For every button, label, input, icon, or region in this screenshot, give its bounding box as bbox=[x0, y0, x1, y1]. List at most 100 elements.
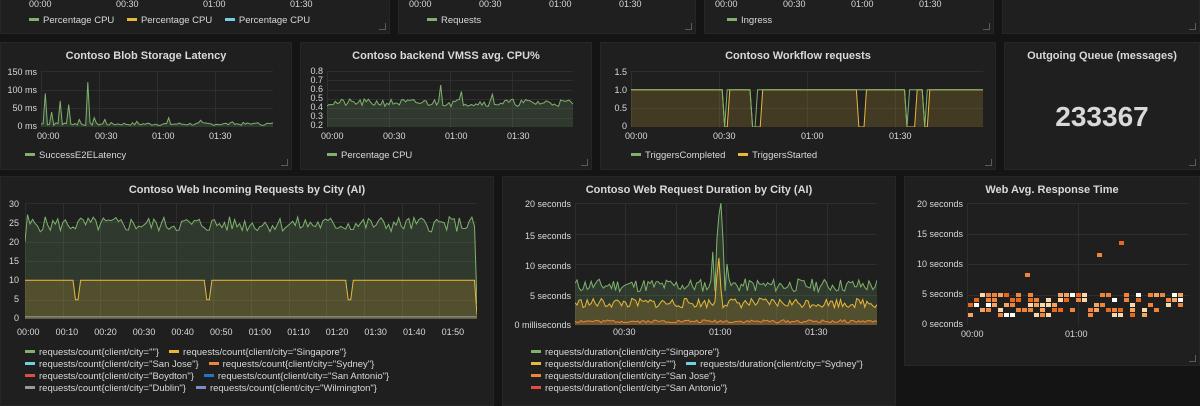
blob-latency-line bbox=[41, 82, 273, 127]
heat-cell bbox=[1016, 308, 1021, 312]
panel-title[interactable]: Web Avg. Response Time bbox=[985, 184, 1119, 196]
legend-item[interactable]: Percentage CPU bbox=[224, 15, 310, 27]
resize-handle[interactable] bbox=[379, 23, 386, 30]
response-time-heatmap[interactable] bbox=[967, 203, 1189, 325]
legend-item[interactable]: Percentage CPU bbox=[126, 15, 212, 27]
y-tick: 0.6 bbox=[310, 84, 323, 94]
legend-item[interactable]: requests/count{client/city="Boydton"} bbox=[25, 371, 194, 383]
heat-cell bbox=[1154, 308, 1159, 312]
vmss-cpu-plot[interactable] bbox=[327, 71, 573, 127]
heat-cell bbox=[1094, 308, 1099, 312]
y-tick: 15 seconds bbox=[524, 231, 571, 241]
response-time-panel[interactable]: Web Avg. Response Time 20 seconds 15 sec… bbox=[904, 176, 1200, 366]
legend-item[interactable]: requests/count{client/city="Singapore"} bbox=[169, 347, 346, 359]
y-tick: 10 seconds bbox=[524, 261, 571, 271]
legend-item[interactable]: Percentage CPU bbox=[29, 15, 114, 27]
heat-cell bbox=[1178, 298, 1183, 302]
panel-title[interactable]: Contoso backend VMSS avg. CPU% bbox=[352, 50, 540, 62]
legend-item[interactable]: requests/duration{client/city=""} bbox=[531, 359, 676, 371]
panel-title[interactable]: Contoso Blob Storage Latency bbox=[65, 50, 227, 62]
heat-cell bbox=[1106, 308, 1111, 312]
heat-cell bbox=[1058, 308, 1063, 312]
panel-title[interactable]: Contoso Web Incoming Requests by City (A… bbox=[128, 184, 366, 196]
resize-handle[interactable] bbox=[1189, 23, 1196, 30]
legend-item[interactable]: requests/count{client/city="Dublin"} bbox=[25, 383, 186, 395]
heat-cell bbox=[1076, 298, 1081, 302]
y-tick: 1.5 bbox=[614, 67, 627, 77]
y-tick: 10 bbox=[8, 275, 19, 285]
heat-cell bbox=[1154, 293, 1159, 297]
legend-item[interactable]: requests/count{client/city=""} bbox=[25, 347, 159, 359]
workflow-plot[interactable] bbox=[631, 71, 983, 127]
legend-label: Requests bbox=[441, 15, 482, 26]
heat-cell bbox=[1064, 293, 1069, 297]
duration-blank-area bbox=[575, 257, 877, 325]
heat-cell bbox=[1034, 298, 1039, 302]
legend-item[interactable]: requests/duration{client/city="San Jose"… bbox=[531, 371, 716, 383]
blob-latency-panel[interactable]: Contoso Blob Storage Latency 150 ms 100 … bbox=[0, 42, 292, 170]
panel-title[interactable]: Outgoing Queue (messages) bbox=[1027, 50, 1177, 62]
resize-handle[interactable] bbox=[983, 23, 990, 30]
resize-handle[interactable] bbox=[1189, 159, 1196, 166]
heat-cell bbox=[986, 308, 991, 312]
heat-cell bbox=[1160, 293, 1165, 297]
heat-cell bbox=[1022, 308, 1027, 312]
incoming-requests-plot[interactable] bbox=[25, 203, 477, 319]
legend-item[interactable]: requests/duration{client/city="Singapore… bbox=[531, 347, 719, 359]
heat-cell bbox=[1112, 313, 1117, 317]
x-tick: 00:30 bbox=[613, 327, 636, 337]
legend-item[interactable]: Ingress bbox=[727, 15, 772, 27]
top-ing-xtick-3: 01:30 bbox=[919, 0, 942, 9]
resize-handle[interactable] bbox=[985, 159, 992, 166]
heat-cell bbox=[968, 313, 973, 317]
legend-item[interactable]: SuccessE2ELatency bbox=[25, 150, 126, 162]
incoming-legend: requests/count{client/city=""} requests/c… bbox=[25, 347, 465, 395]
legend-label: Percentage CPU bbox=[341, 150, 413, 161]
heat-cell bbox=[1118, 308, 1123, 312]
blob-legend: SuccessE2ELatency bbox=[25, 150, 136, 162]
heat-cell bbox=[1148, 293, 1153, 297]
y-tick: 10 seconds bbox=[916, 259, 963, 269]
y-tick: 15 seconds bbox=[916, 229, 963, 239]
legend-item[interactable]: requests/count{client/city="Wilmington"} bbox=[195, 383, 377, 395]
outgoing-queue-panel[interactable]: Outgoing Queue (messages) 233367 bbox=[1004, 42, 1200, 170]
heat-cell bbox=[1004, 313, 1009, 317]
legend-item[interactable]: Requests bbox=[427, 15, 481, 27]
heat-cell bbox=[1028, 298, 1033, 302]
heat-cell bbox=[1034, 303, 1039, 307]
resize-handle[interactable] bbox=[581, 159, 588, 166]
request-duration-plot[interactable] bbox=[575, 203, 877, 325]
legend-item[interactable]: requests/duration{client/city="San Anton… bbox=[531, 383, 727, 395]
resize-handle[interactable] bbox=[281, 159, 288, 166]
legend-item[interactable]: requests/count{client/city="San Jose"} bbox=[25, 359, 199, 371]
request-duration-panel[interactable]: Contoso Web Request Duration by City (AI… bbox=[502, 176, 896, 406]
vmss-cpu-panel[interactable]: Contoso backend VMSS avg. CPU% 0.8 0.7 0… bbox=[300, 42, 592, 170]
legend-item[interactable]: TriggersStarted bbox=[738, 150, 817, 162]
heat-cell bbox=[968, 303, 973, 307]
x-tick: 01:00 bbox=[152, 131, 175, 141]
duration-singapore-line bbox=[575, 203, 877, 294]
heat-cell bbox=[992, 293, 997, 297]
legend-item[interactable]: requests/count{client/city="San Antonio"… bbox=[203, 371, 389, 383]
legend-label: requests/count{client/city="Sydney"} bbox=[222, 359, 375, 370]
panel-title[interactable]: Contoso Web Request Duration by City (AI… bbox=[585, 184, 813, 196]
duration-legend: requests/duration{client/city="Singapore… bbox=[531, 347, 891, 395]
y-tick: 50 ms bbox=[12, 103, 37, 113]
legend-item[interactable]: TriggersCompleted bbox=[631, 150, 725, 162]
y-tick: 1.0 bbox=[614, 85, 627, 95]
legend-label: TriggersCompleted bbox=[645, 150, 726, 161]
resize-handle[interactable] bbox=[685, 23, 692, 30]
panel-title[interactable]: Contoso Workflow requests bbox=[725, 50, 871, 62]
legend-item[interactable]: Percentage CPU bbox=[327, 150, 412, 162]
legend-item[interactable]: requests/count{client/city="Sydney"} bbox=[208, 359, 375, 371]
y-tick: 15 bbox=[8, 256, 19, 266]
blob-latency-plot[interactable] bbox=[41, 71, 273, 127]
heat-cell bbox=[1130, 313, 1135, 317]
resize-handle[interactable] bbox=[1189, 355, 1196, 362]
workflow-panel[interactable]: Contoso Workflow requests 1.5 1.0 0.5 0 … bbox=[600, 42, 996, 170]
legend-item[interactable]: requests/duration{client/city="Sydney"} bbox=[686, 359, 863, 371]
incoming-requests-panel[interactable]: Contoso Web Incoming Requests by City (A… bbox=[0, 176, 494, 406]
y-tick: 0 milliseconds bbox=[514, 320, 571, 330]
heat-cell bbox=[1136, 293, 1141, 297]
x-tick: 01:40 bbox=[403, 327, 426, 337]
